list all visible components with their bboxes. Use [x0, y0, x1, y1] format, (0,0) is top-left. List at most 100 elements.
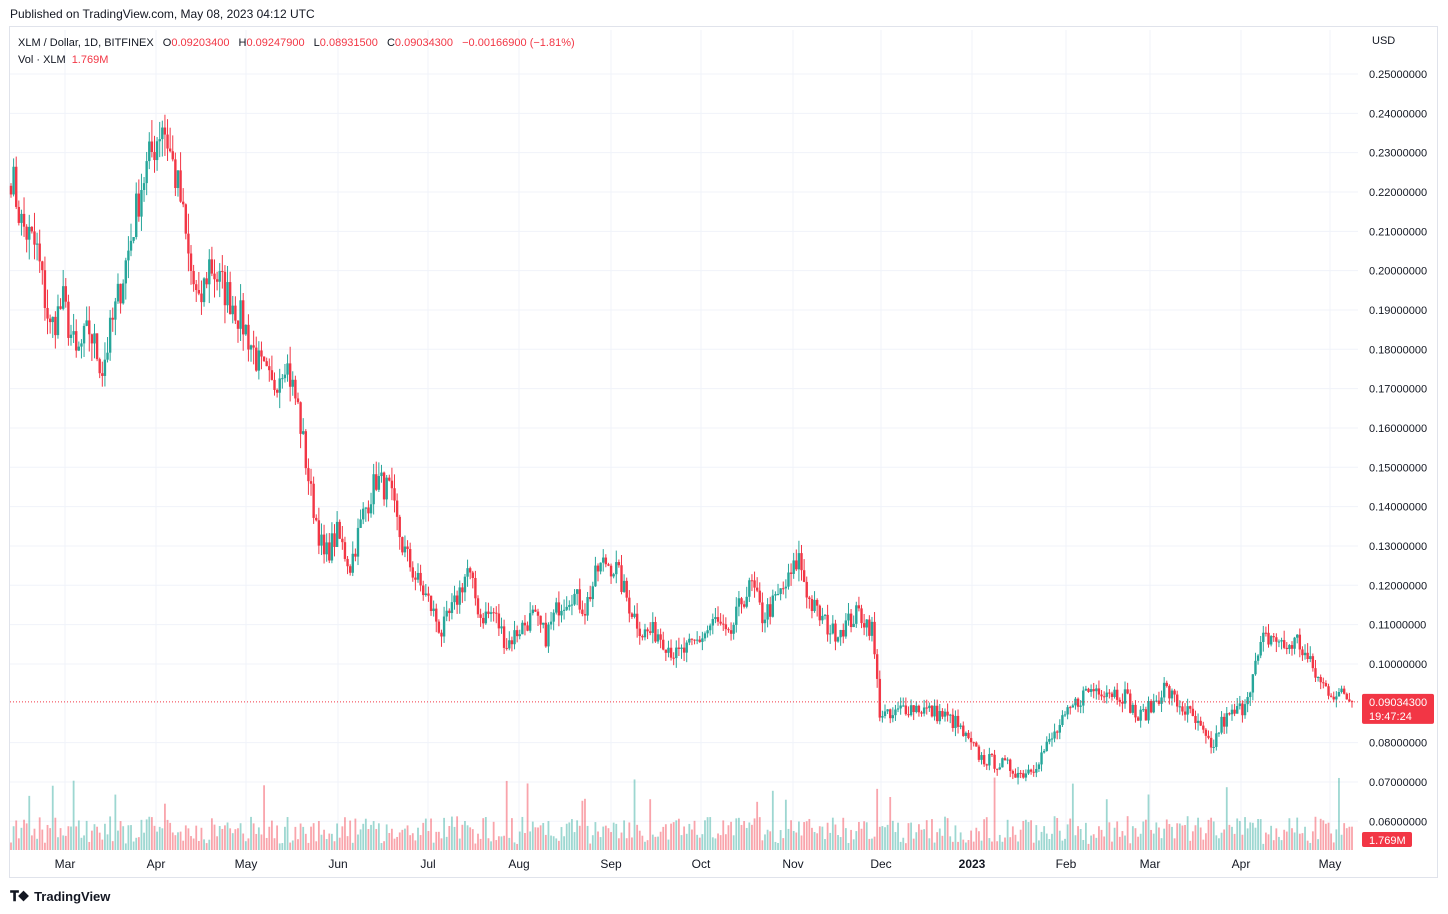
volume-bar [1066, 824, 1069, 850]
candle-body [771, 595, 775, 617]
candle-body [1050, 738, 1054, 740]
tradingview-footer[interactable]: 𝐓◆ TradingView [10, 888, 110, 905]
volume-bar [829, 832, 832, 850]
candle-body [226, 282, 229, 306]
volume-bar [907, 823, 910, 850]
price-tick-label: 0.07000000 [1369, 777, 1427, 789]
volume-bar [539, 825, 542, 850]
candle-body [896, 708, 900, 710]
volume-bar [77, 820, 80, 850]
volume-bar [993, 777, 996, 850]
volume-bar [406, 825, 409, 850]
candle-body [354, 553, 357, 557]
volume-bar [550, 835, 552, 850]
candle-body [719, 621, 722, 624]
volume-bar [513, 842, 516, 850]
candle-body [320, 534, 323, 546]
candle-body [808, 597, 811, 599]
candle-body [414, 577, 417, 580]
volume-bar [187, 828, 190, 850]
candle-body [408, 549, 412, 568]
candle-body [1142, 709, 1145, 711]
candle-body [171, 151, 174, 160]
time-tick-label: Aug [508, 857, 529, 871]
volume-bar [508, 837, 511, 850]
volume-bar [584, 798, 586, 850]
volume-bar [1194, 825, 1197, 850]
volume-bar [803, 822, 806, 850]
candle-body [1136, 717, 1140, 721]
volume-bar [419, 835, 422, 850]
chart-frame[interactable] [9, 26, 1438, 878]
candle-body [382, 472, 386, 500]
volume-bar [983, 819, 986, 850]
volume-bar [1246, 828, 1249, 850]
volume-bar [1045, 833, 1048, 850]
candle-body [1055, 731, 1059, 733]
candle-body [1131, 704, 1135, 713]
candle-body [43, 270, 47, 308]
volume-bar [370, 824, 372, 850]
volume-bar [1265, 832, 1267, 850]
candle-body [424, 593, 428, 596]
volume-bar [1071, 783, 1074, 850]
candle-body [1082, 690, 1085, 706]
volume-bar [451, 816, 453, 850]
candle-body [1040, 752, 1043, 765]
candle-body [995, 768, 999, 770]
volume-bar [693, 820, 696, 850]
volume-bar [868, 838, 871, 850]
candle-body [1045, 741, 1048, 751]
candle-body [1181, 706, 1184, 712]
volume-bar [537, 827, 539, 850]
volume-bar [344, 817, 346, 850]
volume-bar [208, 839, 211, 850]
candle-body [56, 306, 60, 336]
candle-body [604, 557, 608, 565]
candle-body [769, 604, 772, 617]
volume-bar [117, 830, 119, 850]
volume-bar [714, 838, 717, 850]
volume-bar [362, 823, 365, 850]
volume-bar [985, 817, 988, 850]
candle-body [797, 553, 801, 570]
candle-body [682, 647, 686, 653]
volume-bar [1105, 799, 1108, 850]
volume-bar [931, 819, 933, 850]
volume-bar [858, 821, 860, 850]
volume-bar [920, 829, 923, 850]
volume-bar [959, 832, 962, 850]
volume-bar [654, 836, 657, 850]
volume-bar [393, 838, 396, 850]
candle-body [435, 608, 438, 622]
candle-body [1176, 694, 1179, 707]
volume-bar [90, 830, 93, 850]
candle-body [471, 572, 474, 578]
candle-body [166, 134, 169, 149]
candle-body [375, 474, 378, 490]
candle-body [1277, 641, 1281, 643]
candle-body [1149, 700, 1153, 713]
volume-bar [941, 835, 944, 850]
candle-body [844, 620, 848, 637]
volume-bar [589, 843, 592, 850]
volume-bar [1144, 819, 1147, 850]
volume-bar [276, 825, 279, 850]
candle-body [928, 705, 931, 709]
volume-bar [787, 828, 790, 850]
volume-bar [573, 832, 576, 850]
candle-body [93, 333, 96, 344]
candle-body [1105, 692, 1108, 697]
volume-bar [1202, 839, 1205, 850]
volume-bar [443, 817, 445, 850]
volume-bar [1275, 828, 1278, 850]
candle-body [1322, 682, 1325, 684]
candle-body [140, 189, 143, 217]
volume-bar [1241, 834, 1244, 850]
candle-body [562, 609, 566, 611]
volume-bar [104, 823, 106, 850]
volume-bar [756, 801, 759, 850]
price-axis: 0.25000000 0.24000000 0.23000000 0.22000000… [1362, 69, 1434, 847]
volume-bar [398, 832, 401, 850]
